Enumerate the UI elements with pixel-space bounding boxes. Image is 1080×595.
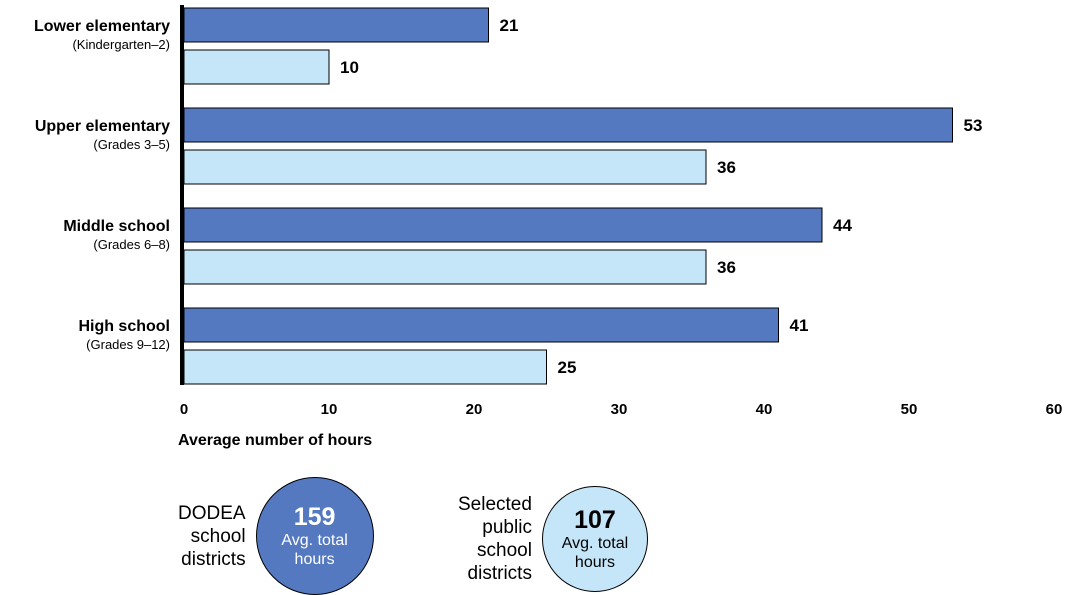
x-tick-label: 40 [756, 401, 773, 418]
hours-bar-chart: Lower elementary (Kindergarten–2) 21 10 Uppe… [34, 5, 1063, 449]
category-label: High school [78, 318, 170, 335]
summary-dodea-value: 159 [293, 503, 336, 531]
x-tick-label: 50 [901, 401, 918, 418]
summary-public-label: Selected public school districts [458, 494, 532, 584]
summary-dodea-sub: Avg. total hours [281, 532, 348, 568]
x-axis-title: Average number of hours [178, 432, 372, 449]
summary-dodea: DODEA school districts 159 Avg. total ho… [178, 477, 374, 595]
summary-public-value: 107 [574, 506, 616, 534]
bar-value-label: 10 [340, 58, 359, 77]
y-axis-line [180, 5, 184, 385]
bar [183, 349, 547, 385]
bar-value-label: 44 [833, 216, 852, 235]
category-label: Upper elementary [35, 118, 170, 135]
x-tick-label: 0 [180, 401, 188, 418]
bar-value-label: 36 [717, 258, 736, 277]
bar-value-label: 21 [500, 16, 519, 35]
category-sublabel: (Grades 9–12) [86, 337, 170, 352]
bar [183, 49, 330, 85]
x-tick-label: 10 [321, 401, 338, 418]
summary-dodea-circle: 159 Avg. total hours [255, 477, 374, 595]
bar [183, 107, 953, 143]
bar [183, 207, 823, 243]
x-tick-label: 20 [466, 401, 483, 418]
bar-value-label: 41 [790, 316, 809, 335]
summary-public-circle: 107 Avg. total hours [541, 486, 648, 592]
summary-public: Selected public school districts 107 Avg… [458, 486, 648, 592]
bar-value-label: 36 [717, 158, 736, 177]
bar [183, 249, 707, 285]
bar [183, 307, 779, 343]
summary-public-sub: Avg. total hours [561, 535, 629, 571]
bar [183, 149, 707, 185]
category-sublabel: (Kindergarten–2) [72, 37, 170, 52]
summary-dodea-label: DODEA school districts [178, 502, 246, 570]
category-sublabel: (Grades 6–8) [93, 237, 170, 252]
x-tick-label: 30 [611, 401, 628, 418]
bar [183, 7, 489, 43]
category-label: Lower elementary [34, 18, 170, 35]
x-tick-label: 60 [1046, 401, 1063, 418]
bar-value-label: 53 [964, 116, 983, 135]
category-label: Middle school [63, 218, 170, 235]
bar-value-label: 25 [558, 358, 577, 377]
category-sublabel: (Grades 3–5) [93, 137, 170, 152]
